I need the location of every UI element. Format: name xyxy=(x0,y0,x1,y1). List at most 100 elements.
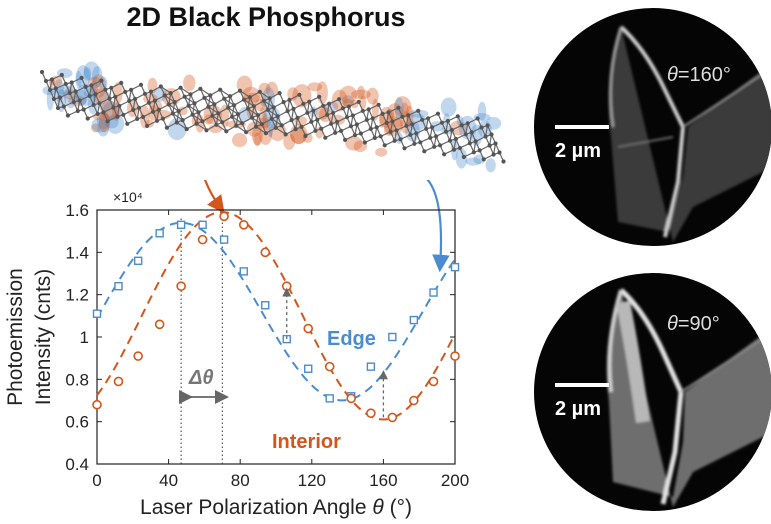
plot-frame xyxy=(96,209,456,465)
atom xyxy=(263,131,268,136)
atom xyxy=(354,122,359,127)
atom xyxy=(366,107,371,112)
atom-lattice xyxy=(40,69,506,164)
x-axis-label-text: Laser Polarization Angle xyxy=(140,496,372,519)
atom xyxy=(79,75,84,80)
interior-data-point xyxy=(154,319,165,330)
micrograph-bottom-scalebar-label: 2 µm xyxy=(555,398,601,420)
atom xyxy=(459,123,464,128)
atom xyxy=(240,121,245,126)
atom xyxy=(135,116,140,121)
orbital-lobe xyxy=(91,117,109,133)
atom xyxy=(303,133,308,138)
atom xyxy=(190,112,195,117)
orbital-lobe xyxy=(105,116,119,129)
atom xyxy=(121,112,126,117)
atom xyxy=(188,92,193,97)
atom xyxy=(125,121,130,126)
orbital-lobe xyxy=(360,95,367,110)
atom xyxy=(287,97,292,102)
atom xyxy=(61,104,66,109)
atom xyxy=(168,91,173,96)
atom xyxy=(402,146,407,151)
atom xyxy=(465,121,470,126)
edge-data-point xyxy=(409,315,419,325)
atom xyxy=(230,114,235,119)
x-tick-labels: 0 40 80 120 160 200 xyxy=(92,210,469,490)
atom xyxy=(339,128,344,133)
atom xyxy=(406,113,411,118)
atom xyxy=(400,114,405,119)
micrograph-bottom-angle-value: =90° xyxy=(678,313,720,335)
atom xyxy=(481,157,486,162)
atom xyxy=(479,125,484,130)
atom xyxy=(174,120,179,125)
atom xyxy=(293,127,298,132)
atom xyxy=(333,130,338,135)
atom xyxy=(457,145,462,151)
atom xyxy=(352,133,358,138)
orbital-lobe xyxy=(290,127,307,145)
interior-data-point xyxy=(197,234,208,245)
interior-data-point xyxy=(260,247,271,258)
atom xyxy=(95,111,100,116)
atom xyxy=(75,108,80,114)
black-phosphorus-lattice-illustration xyxy=(40,61,506,173)
atom xyxy=(344,115,350,120)
atom xyxy=(442,152,447,157)
atom xyxy=(99,78,104,83)
orbital-lobe xyxy=(307,82,323,92)
x-tick-label: 160 xyxy=(369,471,397,490)
atom xyxy=(87,93,92,98)
atom xyxy=(261,98,266,103)
interior-data-point xyxy=(450,351,460,361)
atom xyxy=(392,138,397,143)
atom xyxy=(396,105,401,110)
atom xyxy=(267,96,272,101)
atom xyxy=(154,118,160,123)
atom xyxy=(170,111,175,116)
atom xyxy=(489,132,494,137)
interior-data-point xyxy=(281,281,292,291)
atom xyxy=(394,128,399,133)
atom xyxy=(69,80,74,85)
atom xyxy=(364,117,369,122)
y-tick-label: 0.6 xyxy=(65,413,89,432)
atom xyxy=(483,134,488,139)
atom xyxy=(113,94,118,99)
atom xyxy=(323,135,328,140)
atom xyxy=(105,119,110,124)
atom xyxy=(172,100,177,105)
x-tick-label: 0 xyxy=(92,471,101,490)
x-axis-label-symbol: θ xyxy=(372,496,384,519)
atom xyxy=(245,106,251,111)
orbital-lobe xyxy=(46,86,54,111)
orbital-lobe xyxy=(366,87,379,105)
atom xyxy=(259,122,264,127)
edge-data-point xyxy=(114,281,123,291)
atom xyxy=(97,101,102,106)
y-tick-label: 1 xyxy=(80,328,89,347)
atom xyxy=(224,129,229,134)
atom xyxy=(67,90,72,96)
atom xyxy=(386,110,391,115)
atom xyxy=(184,127,189,132)
atom xyxy=(117,103,122,108)
atom xyxy=(372,135,377,140)
atom xyxy=(497,150,502,155)
atom xyxy=(380,111,385,116)
delta-theta-label: Δθ xyxy=(188,367,214,389)
x-tick-label: 200 xyxy=(441,471,469,490)
atom xyxy=(422,149,427,154)
atom xyxy=(360,108,365,113)
atom xyxy=(311,108,316,113)
atom xyxy=(178,85,183,90)
edge-data-point xyxy=(325,394,334,403)
atom xyxy=(305,110,310,115)
orbital-lobe xyxy=(97,119,110,137)
atom xyxy=(384,120,389,125)
atom xyxy=(348,124,354,129)
atom xyxy=(453,136,458,142)
edge-data-point xyxy=(155,229,164,238)
atom xyxy=(216,111,221,116)
